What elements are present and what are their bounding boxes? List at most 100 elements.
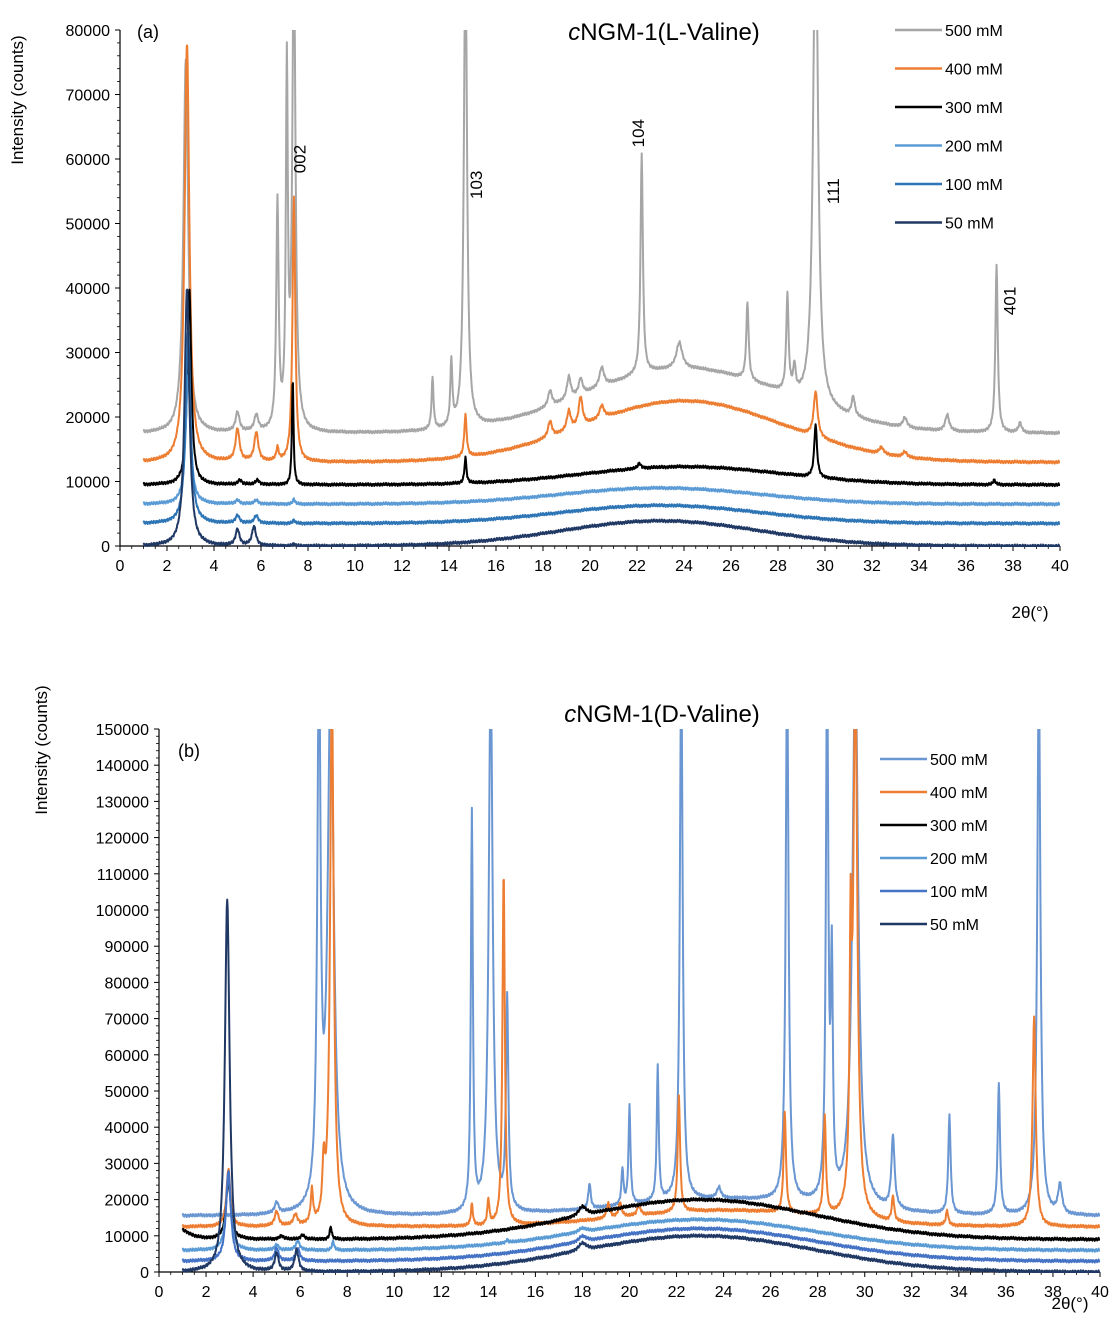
x-tick-label: 30 bbox=[856, 1284, 874, 1301]
chart-title-prefix: c bbox=[568, 19, 580, 46]
series-line bbox=[142, 374, 1060, 507]
x-tick-label: 10 bbox=[385, 1284, 403, 1301]
y-tick-label: 10000 bbox=[66, 475, 111, 492]
legend-label: 500 mM bbox=[945, 23, 1003, 40]
series-line bbox=[181, 1170, 1100, 1264]
y-tick-label: 80000 bbox=[66, 23, 111, 40]
y-axis-title: Intensity (counts) bbox=[32, 685, 51, 814]
legend-label: 50 mM bbox=[945, 216, 994, 233]
y-tick-label: 20000 bbox=[105, 1193, 150, 1210]
y-tick-label: 80000 bbox=[105, 975, 150, 992]
x-tick-label: 32 bbox=[903, 1284, 921, 1301]
x-tick-label: 14 bbox=[479, 1284, 497, 1301]
series-group bbox=[142, 30, 1060, 547]
x-tick-label: 36 bbox=[997, 1284, 1015, 1301]
x-axis-title: 2θ(°) bbox=[1011, 603, 1048, 622]
y-tick-label: 90000 bbox=[105, 939, 150, 956]
y-axis-title: Intensity (counts) bbox=[8, 35, 27, 164]
x-tick-label: 38 bbox=[1044, 1284, 1062, 1301]
series-line bbox=[181, 729, 1100, 1218]
series-line bbox=[142, 30, 1060, 436]
y-tick-label: 30000 bbox=[66, 346, 111, 363]
x-tick-label: 38 bbox=[1004, 558, 1022, 575]
series-line bbox=[181, 1173, 1100, 1253]
peak-annotation: 401 bbox=[1000, 287, 1019, 315]
x-tick-label: 26 bbox=[722, 558, 740, 575]
x-tick-label: 0 bbox=[155, 1284, 164, 1301]
y-tick-label: 70000 bbox=[105, 1012, 150, 1029]
y-tick-label: 140000 bbox=[96, 758, 149, 775]
y-tick-label: 150000 bbox=[96, 722, 149, 739]
x-tick-label: 36 bbox=[957, 558, 975, 575]
panel-label: (b) bbox=[178, 741, 200, 761]
x-tick-label: 22 bbox=[668, 1284, 686, 1301]
x-tick-label: 8 bbox=[304, 558, 313, 575]
series-line bbox=[181, 898, 1100, 1273]
x-tick-label: 8 bbox=[343, 1284, 352, 1301]
legend-label: 300 mM bbox=[930, 818, 988, 835]
y-tick-label: 70000 bbox=[66, 88, 111, 105]
x-tick-label: 32 bbox=[863, 558, 881, 575]
x-tick-label: 10 bbox=[346, 558, 364, 575]
legend-label: 200 mM bbox=[930, 851, 988, 868]
x-tick-label: 20 bbox=[581, 558, 599, 575]
legend-label: 100 mM bbox=[945, 177, 1003, 194]
x-tick-label: 24 bbox=[675, 558, 693, 575]
x-tick-label: 40 bbox=[1051, 558, 1069, 575]
y-tick-label: 130000 bbox=[96, 794, 149, 811]
series-line bbox=[181, 729, 1100, 1230]
chart-a: 0100002000030000400005000060000700008000… bbox=[8, 19, 1069, 622]
series-line bbox=[142, 288, 1060, 547]
x-tick-label: 0 bbox=[116, 558, 125, 575]
x-tick-label: 28 bbox=[769, 558, 787, 575]
y-tick-label: 30000 bbox=[105, 1156, 150, 1173]
y-tick-label: 120000 bbox=[96, 831, 149, 848]
x-tick-label: 40 bbox=[1091, 1284, 1109, 1301]
y-tick-label: 50000 bbox=[66, 217, 111, 234]
legend-label: 400 mM bbox=[945, 62, 1003, 79]
x-tick-label: 12 bbox=[393, 558, 411, 575]
x-tick-label: 18 bbox=[574, 1284, 592, 1301]
peak-annotation: 002 bbox=[291, 145, 310, 173]
peak-annotation: 103 bbox=[467, 171, 486, 199]
x-tick-label: 6 bbox=[296, 1284, 305, 1301]
y-tick-label: 60000 bbox=[105, 1048, 150, 1065]
y-tick-label: 10000 bbox=[105, 1229, 150, 1246]
x-tick-label: 30 bbox=[816, 558, 834, 575]
x-tick-label: 28 bbox=[809, 1284, 827, 1301]
series-group bbox=[181, 729, 1100, 1273]
chart-title-text: NGM-1(L-Valine) bbox=[580, 19, 760, 46]
chart-title-prefix: c bbox=[564, 701, 576, 728]
y-tick-label: 0 bbox=[140, 1265, 149, 1282]
series-line bbox=[142, 288, 1060, 488]
x-tick-label: 22 bbox=[628, 558, 646, 575]
y-tick-label: 0 bbox=[101, 539, 110, 556]
x-tick-label: 16 bbox=[527, 1284, 545, 1301]
y-tick-label: 40000 bbox=[66, 281, 111, 298]
x-tick-label: 4 bbox=[249, 1284, 258, 1301]
x-tick-label: 24 bbox=[715, 1284, 733, 1301]
legend-label: 500 mM bbox=[930, 752, 988, 769]
legend-label: 50 mM bbox=[930, 917, 979, 934]
chart-title: cNGM-1(D-Valine) bbox=[564, 701, 760, 728]
x-tick-label: 18 bbox=[534, 558, 552, 575]
legend-label: 100 mM bbox=[930, 884, 988, 901]
x-tick-label: 4 bbox=[210, 558, 219, 575]
x-tick-label: 6 bbox=[257, 558, 266, 575]
chart-title: cNGM-1(L-Valine) bbox=[568, 19, 760, 46]
chart-title-text: NGM-1(D-Valine) bbox=[576, 701, 760, 728]
legend-label: 300 mM bbox=[945, 100, 1003, 117]
series-line bbox=[142, 44, 1060, 465]
legend-label: 400 mM bbox=[930, 785, 988, 802]
x-tick-label: 34 bbox=[950, 1284, 968, 1301]
peak-annotation: 111 bbox=[824, 178, 843, 204]
x-tick-label: 34 bbox=[910, 558, 928, 575]
y-tick-label: 100000 bbox=[96, 903, 149, 920]
panel-label: (a) bbox=[137, 22, 159, 42]
y-tick-label: 50000 bbox=[105, 1084, 150, 1101]
x-tick-label: 16 bbox=[487, 558, 505, 575]
x-tick-label: 14 bbox=[440, 558, 458, 575]
chart-b: 0 10000 20000 30000 40000 50000 60000 70000 8000… bbox=[32, 685, 1109, 1313]
x-tick-label: 26 bbox=[762, 1284, 780, 1301]
y-tick-label: 20000 bbox=[66, 410, 111, 427]
